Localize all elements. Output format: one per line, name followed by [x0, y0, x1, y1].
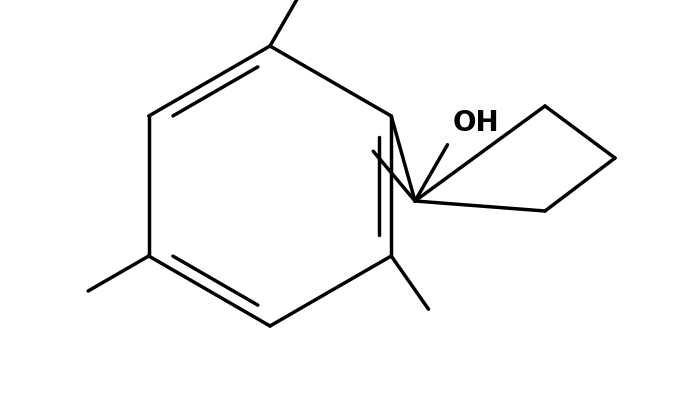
Text: OH: OH	[453, 109, 499, 137]
